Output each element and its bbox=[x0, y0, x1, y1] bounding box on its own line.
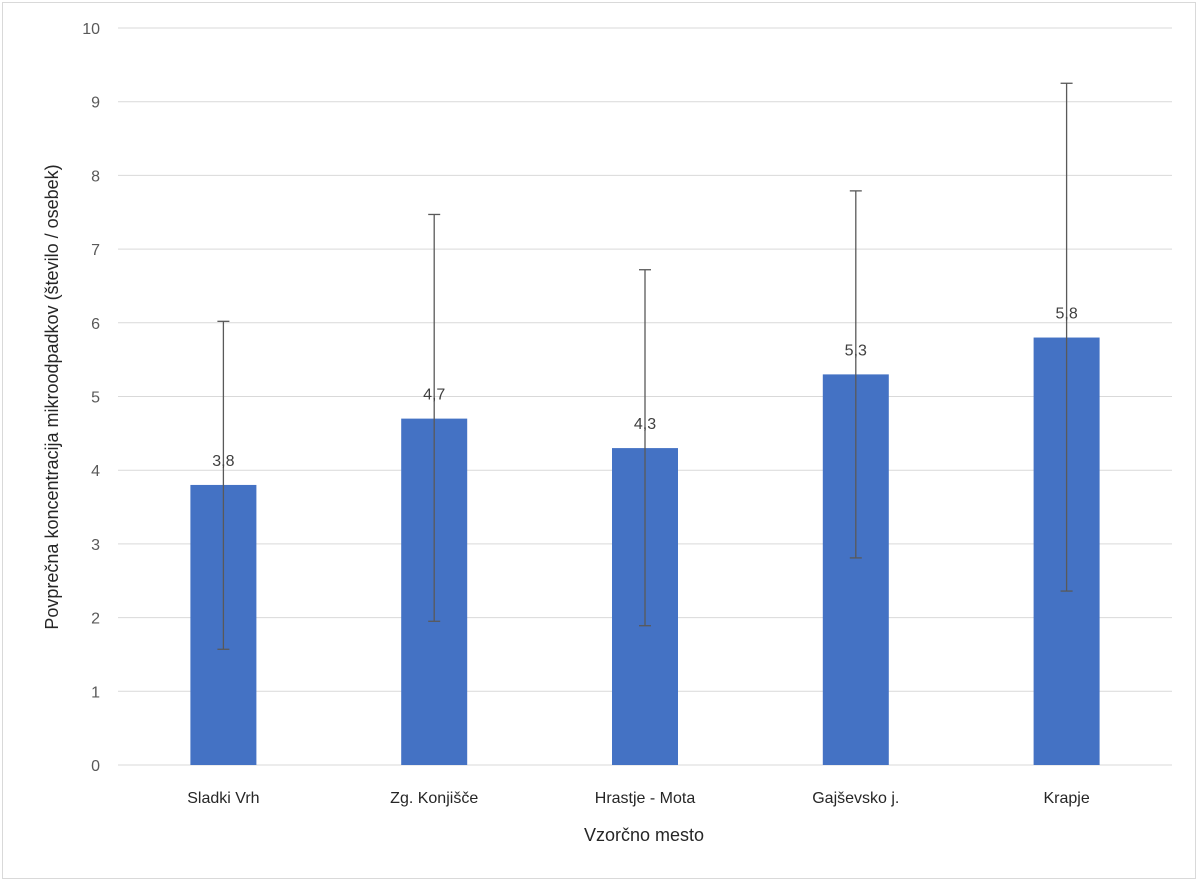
data-label: 3,8 bbox=[212, 453, 234, 470]
gridlines bbox=[118, 27, 1172, 766]
y-tick-label: 2 bbox=[91, 611, 100, 628]
y-axis-ticks: 0 1 2 3 4 5 6 7 8 9 10 bbox=[82, 21, 100, 775]
y-tick-label: 10 bbox=[82, 21, 100, 38]
y-axis-title: Povprečna koncentracija mikroodpadkov (š… bbox=[42, 164, 62, 629]
error-bars bbox=[217, 82, 1073, 650]
y-tick-label: 6 bbox=[91, 316, 100, 333]
category-label: Zg. Konjišče bbox=[390, 790, 478, 807]
data-label: 5,3 bbox=[845, 342, 867, 359]
category-label: Sladki Vrh bbox=[187, 790, 259, 807]
x-axis-categories: Sladki Vrh Zg. Konjišče Hrastje - Mota Gajš… bbox=[187, 790, 1090, 807]
category-label: Krapje bbox=[1043, 790, 1089, 807]
y-tick-label: 5 bbox=[91, 390, 100, 407]
y-tick-label: 8 bbox=[91, 168, 100, 185]
y-tick-label: 4 bbox=[91, 463, 100, 480]
data-labels: 3,8 4,7 4,3 5,3 5,8 bbox=[212, 306, 1078, 470]
data-label: 5,8 bbox=[1055, 306, 1077, 323]
category-label: Hrastje - Mota bbox=[595, 790, 696, 807]
y-tick-label: 9 bbox=[91, 95, 100, 112]
y-tick-label: 1 bbox=[91, 684, 100, 701]
x-axis-title: Vzorčno mesto bbox=[584, 825, 704, 845]
y-tick-label: 7 bbox=[91, 242, 100, 259]
y-tick-label: 0 bbox=[91, 758, 100, 775]
y-tick-label: 3 bbox=[91, 537, 100, 554]
data-label: 4,7 bbox=[423, 387, 445, 404]
data-label: 4,3 bbox=[634, 416, 656, 433]
category-label: Gajševsko j. bbox=[812, 790, 899, 807]
